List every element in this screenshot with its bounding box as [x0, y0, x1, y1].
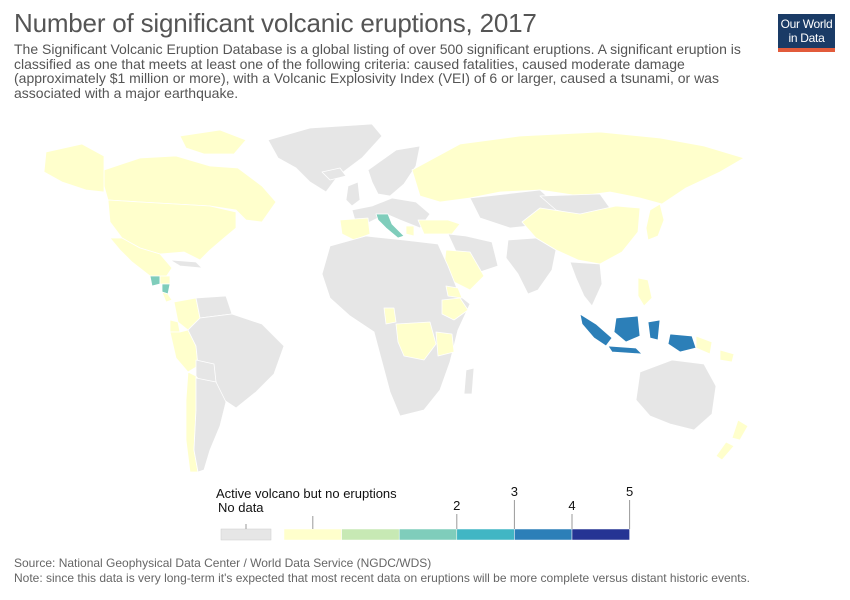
legend-tick-label-5: 5	[626, 484, 633, 499]
country-philippines[interactable]	[637, 277, 653, 307]
country-turkey[interactable]	[417, 219, 461, 235]
logo-line-2: in Data	[788, 31, 825, 45]
legend-bin-0[interactable]	[283, 528, 342, 541]
map-legend: Active volcano but no eruptions No data …	[216, 484, 633, 541]
country-uk[interactable]	[345, 181, 361, 207]
world-map	[43, 123, 749, 473]
country-solomon-vanuatu[interactable]	[719, 349, 735, 363]
country-russia[interactable]	[411, 131, 745, 205]
country-iceland[interactable]	[321, 167, 347, 181]
legend-tick-label-4: 4	[568, 498, 575, 513]
country-png-east[interactable]	[695, 335, 713, 355]
legend-bin-4[interactable]	[514, 528, 573, 541]
country-china[interactable]	[521, 205, 641, 265]
country-india[interactable]	[505, 237, 557, 295]
legend-active-label: Active volcano but no eruptions	[216, 486, 397, 501]
legend-bin-1[interactable]	[341, 528, 400, 541]
country-greece[interactable]	[405, 225, 415, 237]
country-papua-new-guinea[interactable]	[667, 333, 697, 353]
legend-bin-2[interactable]	[398, 528, 458, 541]
source-note: Source: National Geophysical Data Center…	[14, 556, 432, 570]
owid-logo[interactable]: Our World in Data	[778, 14, 835, 52]
logo-accent-bar	[778, 48, 835, 52]
logo-line-1: Our World	[780, 17, 833, 31]
country-indonesia-sulawesi[interactable]	[647, 319, 661, 341]
country-usa-alaska[interactable]	[43, 143, 105, 193]
country-argentina[interactable]	[193, 377, 227, 473]
legend-no-data-label: No data	[218, 500, 264, 515]
legend-tick-label-3: 3	[511, 484, 518, 499]
country-costa-rica[interactable]	[161, 291, 173, 303]
country-cameroon[interactable]	[383, 307, 397, 325]
legend-bin-5[interactable]	[571, 528, 630, 541]
country-guatemala[interactable]	[149, 275, 161, 287]
country-italy[interactable]	[375, 213, 405, 239]
data-note: Note: since this data is very long-term …	[14, 571, 750, 585]
country-tanzania[interactable]	[435, 331, 455, 357]
country-dr-congo[interactable]	[395, 321, 437, 361]
country-shapes	[43, 123, 749, 473]
country-indonesia-java[interactable]	[607, 345, 643, 355]
legend-tick-label-2: 2	[453, 498, 460, 513]
country-honduras[interactable]	[159, 275, 171, 285]
country-new-zealand-south[interactable]	[715, 441, 735, 461]
country-canada-islands[interactable]	[179, 129, 247, 155]
chart-title: Number of significant volcanic eruptions…	[14, 8, 537, 38]
country-indonesia-sumatra[interactable]	[579, 313, 613, 347]
country-ethiopia[interactable]	[441, 297, 469, 321]
chart-subtitle: The Significant Volcanic Eruption Databa…	[14, 41, 741, 101]
country-australia[interactable]	[635, 359, 717, 431]
legend-bin-3[interactable]	[456, 528, 515, 541]
country-se-asia[interactable]	[569, 261, 603, 307]
chart-footer: Source: National Geophysical Data Center…	[14, 556, 750, 586]
country-cuba[interactable]	[169, 259, 203, 269]
country-new-zealand[interactable]	[731, 419, 749, 441]
legend-no-data-swatch[interactable]	[220, 528, 272, 541]
country-mexico[interactable]	[109, 237, 173, 281]
country-indonesia-borneo[interactable]	[613, 315, 641, 343]
country-madagascar[interactable]	[463, 367, 475, 395]
country-japan[interactable]	[645, 203, 665, 241]
legend-bins: 2 3 4 5	[283, 484, 633, 541]
country-eritrea-djibouti[interactable]	[445, 285, 463, 299]
country-scandinavia[interactable]	[367, 145, 421, 197]
country-brazil[interactable]	[187, 313, 285, 409]
country-greenland[interactable]	[267, 123, 383, 193]
